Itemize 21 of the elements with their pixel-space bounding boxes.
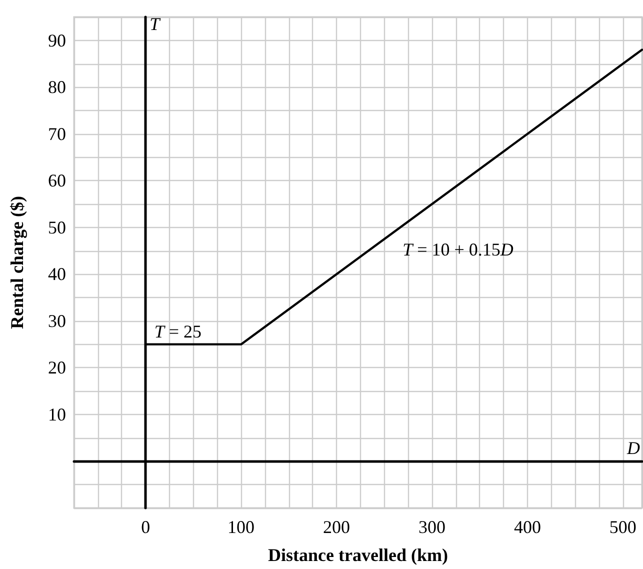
y-tick-label: 20 [48, 358, 66, 378]
x-tick-label: 100 [228, 517, 255, 537]
y-tick-label: 80 [48, 77, 66, 98]
y-tick-label: 90 [48, 30, 66, 50]
annotation: T = 10 + 0.15D [402, 240, 514, 260]
x-axis-title: Distance travelled (km) [268, 545, 448, 565]
annotation: D [626, 438, 640, 458]
annotation: T = 25 [154, 321, 202, 342]
x-tick-label: 500 [609, 517, 636, 537]
x-tick-label: 200 [323, 517, 350, 537]
y-tick-label: 40 [48, 264, 66, 284]
y-tick-label: 60 [48, 170, 66, 191]
x-tick-label: 400 [514, 517, 541, 537]
annotation: T [150, 14, 162, 34]
y-tick-label: 50 [48, 217, 66, 238]
y-tick-label: 10 [48, 404, 66, 424]
x-tick-label: 0 [141, 517, 150, 537]
x-tick-label: 300 [418, 517, 446, 537]
y-tick-label: 70 [48, 124, 66, 144]
y-axis-title: Rental charge ($) [7, 196, 27, 329]
y-tick-label: 30 [48, 310, 66, 331]
